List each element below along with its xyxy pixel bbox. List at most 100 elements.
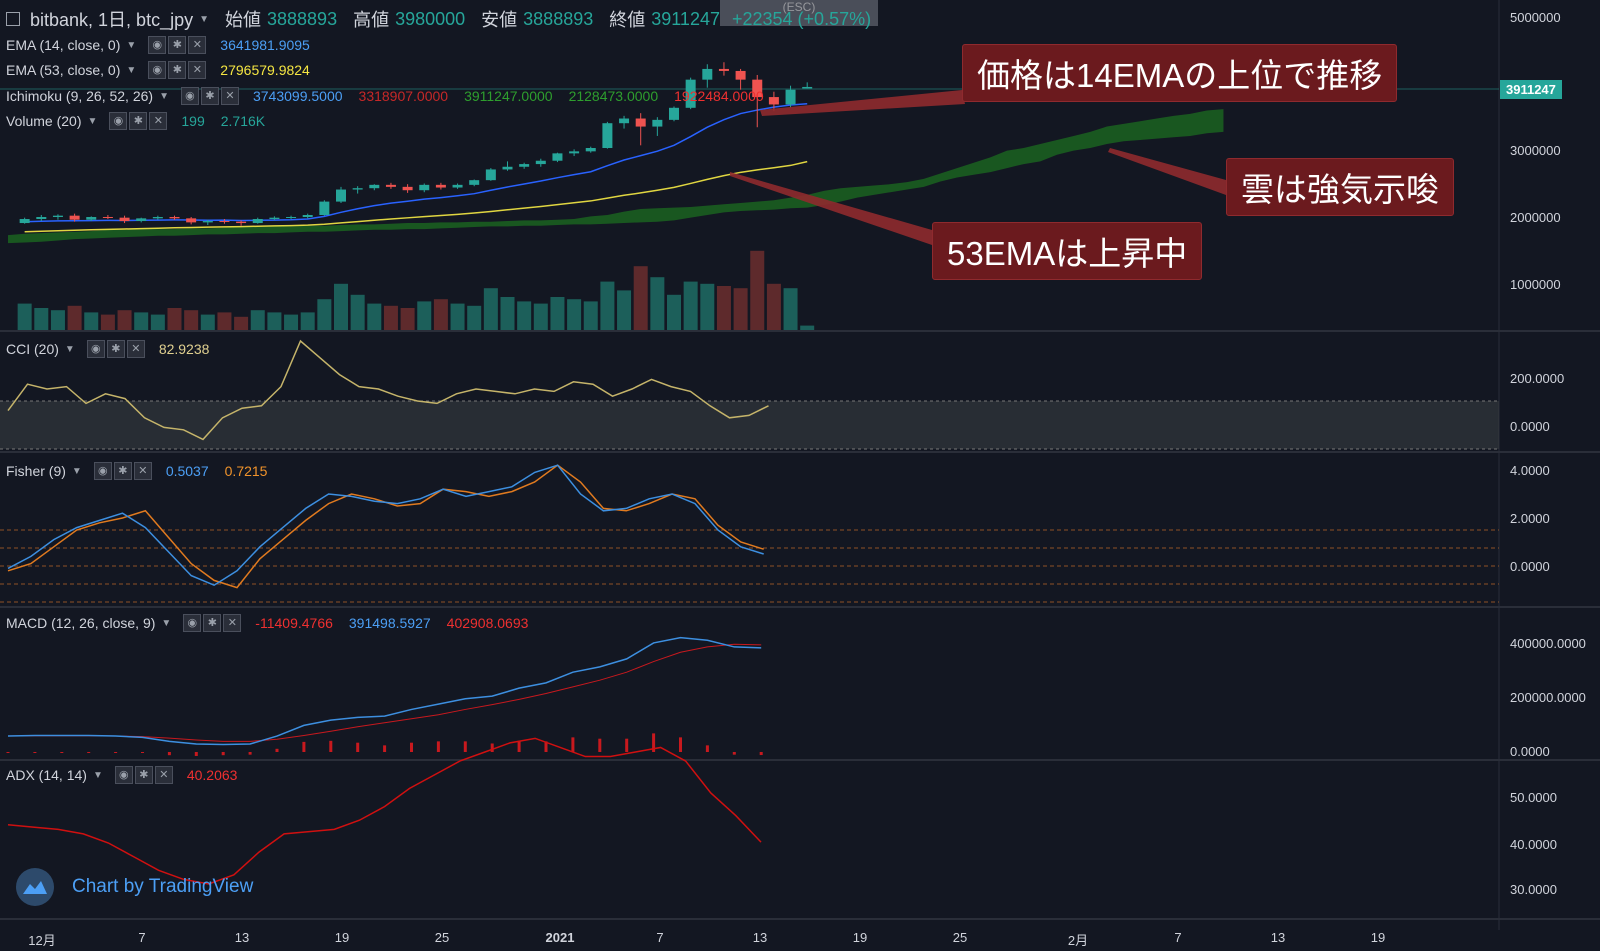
eye-icon[interactable]: ◉ bbox=[114, 766, 133, 784]
eye-icon[interactable]: ◉ bbox=[86, 340, 105, 358]
volume-bar bbox=[633, 266, 648, 330]
ichimoku-value-5: 1922484.0000 bbox=[674, 88, 764, 104]
volume-name[interactable]: Volume (20) bbox=[6, 113, 82, 129]
fisher-axis-label: 4.0000 bbox=[1510, 463, 1550, 478]
eye-icon[interactable]: ◉ bbox=[180, 87, 199, 105]
macd-histogram-bar bbox=[194, 752, 198, 756]
close-icon[interactable]: ✕ bbox=[220, 87, 239, 105]
gear-icon[interactable]: ✱ bbox=[113, 462, 132, 480]
candle-body bbox=[718, 68, 729, 71]
legend-controls: ◉ ✱ ✕ bbox=[86, 340, 145, 358]
chevron-down-icon[interactable]: ▼ bbox=[159, 90, 169, 102]
volume-bar bbox=[700, 283, 715, 330]
chevron-down-icon[interactable]: ▼ bbox=[87, 115, 98, 127]
eye-icon[interactable]: ◉ bbox=[109, 112, 128, 130]
volume-bar bbox=[550, 297, 565, 330]
chevron-down-icon[interactable]: ▼ bbox=[64, 343, 75, 355]
volume-bar bbox=[367, 303, 382, 330]
close-icon[interactable]: ✕ bbox=[133, 462, 152, 480]
volume-bar bbox=[250, 310, 265, 330]
macd-histogram-bar bbox=[598, 738, 602, 752]
volume-bar bbox=[617, 290, 632, 330]
volume-bar bbox=[267, 312, 282, 330]
macd-axis-label: 200000.0000 bbox=[1510, 690, 1586, 705]
close-icon[interactable]: ✕ bbox=[188, 36, 207, 54]
legend-controls: ◉ ✱ ✕ bbox=[93, 462, 152, 480]
close-value: 3911247 bbox=[651, 8, 720, 29]
macd-value-1: -11409.4766 bbox=[255, 615, 333, 631]
chevron-down-icon[interactable]: ▼ bbox=[161, 617, 172, 629]
macd-histogram-bar bbox=[732, 752, 736, 755]
eye-icon[interactable]: ◉ bbox=[148, 61, 167, 79]
gear-icon[interactable]: ✱ bbox=[106, 340, 125, 358]
chevron-down-icon[interactable]: ▼ bbox=[199, 13, 209, 25]
annotation-cloud[interactable]: 雲は強気示唆 bbox=[1226, 158, 1454, 216]
fisher-value-2: 0.7215 bbox=[224, 463, 268, 479]
ema53-name[interactable]: EMA (53, close, 0) bbox=[6, 62, 121, 78]
gear-icon[interactable]: ✱ bbox=[168, 61, 187, 79]
macd-value-3: 402908.0693 bbox=[446, 615, 529, 631]
gear-icon[interactable]: ✱ bbox=[168, 36, 187, 54]
eye-icon[interactable]: ◉ bbox=[93, 462, 112, 480]
x-axis-label: 7 bbox=[656, 930, 664, 945]
open-value: 3888893 bbox=[267, 8, 338, 29]
macd-name[interactable]: MACD (12, 26, close, 9) bbox=[6, 615, 156, 631]
cci-band bbox=[0, 401, 1499, 449]
fisher-value-1: 0.5037 bbox=[165, 463, 209, 479]
tradingview-badge[interactable]: Chart by TradingView bbox=[16, 868, 253, 906]
cci-axis-label: 200.0000 bbox=[1510, 371, 1565, 386]
macd-histogram-bar bbox=[383, 745, 387, 752]
eye-icon[interactable]: ◉ bbox=[183, 614, 202, 632]
candle-body bbox=[269, 217, 280, 220]
candle-body bbox=[702, 68, 713, 80]
annotation-ema53[interactable]: 53EMAは上昇中 bbox=[932, 222, 1203, 280]
volume-bar bbox=[67, 305, 82, 330]
ichimoku-name[interactable]: Ichimoku (9, 26, 52, 26) bbox=[6, 88, 154, 104]
legend-ema14: EMA (14, close, 0) ▼ ◉ ✱ ✕ 3641981.9095 bbox=[6, 36, 320, 54]
price-axis-label: 1000000 bbox=[1510, 277, 1561, 292]
ichimoku-cloud bbox=[8, 109, 1224, 244]
volume-bar bbox=[766, 283, 781, 330]
adx-name[interactable]: ADX (14, 14) bbox=[6, 767, 87, 783]
x-axis-label: 13 bbox=[1270, 930, 1286, 945]
annotation-pointer bbox=[760, 90, 965, 116]
chevron-down-icon[interactable]: ▼ bbox=[92, 769, 103, 781]
close-icon[interactable]: ✕ bbox=[126, 340, 145, 358]
macd-histogram-bar bbox=[329, 740, 333, 752]
volume-bar bbox=[284, 314, 299, 330]
gear-icon[interactable]: ✱ bbox=[203, 614, 222, 632]
candle-body bbox=[469, 180, 480, 185]
ema14-name[interactable]: EMA (14, close, 0) bbox=[6, 37, 121, 53]
symbol-title[interactable]: bitbank, 1日, btc_jpy bbox=[30, 10, 194, 30]
gear-icon[interactable]: ✱ bbox=[129, 112, 148, 130]
volume-bar bbox=[150, 314, 165, 330]
gear-icon[interactable]: ✱ bbox=[134, 766, 153, 784]
annotation-ema14[interactable]: 価格は14EMAの上位で推移 bbox=[962, 44, 1398, 102]
volume-bar bbox=[200, 314, 215, 330]
annotation-pointer bbox=[1108, 148, 1226, 195]
close-icon[interactable]: ✕ bbox=[149, 112, 168, 130]
chevron-down-icon[interactable]: ▼ bbox=[71, 465, 82, 477]
volume-bar bbox=[117, 310, 132, 330]
close-icon[interactable]: ✕ bbox=[154, 766, 173, 784]
close-icon[interactable]: ✕ bbox=[188, 61, 207, 79]
fisher-name[interactable]: Fisher (9) bbox=[6, 463, 66, 479]
chevron-down-icon[interactable]: ▼ bbox=[126, 39, 137, 51]
fullscreen-exit-tab[interactable]: (ESC) bbox=[720, 0, 878, 26]
eye-icon[interactable]: ◉ bbox=[148, 36, 167, 54]
collapse-icon[interactable] bbox=[6, 12, 20, 26]
legend-controls: ◉ ✱ ✕ bbox=[148, 61, 207, 79]
close-icon[interactable]: ✕ bbox=[223, 614, 242, 632]
gear-icon[interactable]: ✱ bbox=[200, 87, 219, 105]
x-axis-label: 25 bbox=[952, 930, 968, 945]
volume-bar bbox=[234, 316, 249, 330]
cci-name[interactable]: CCI (20) bbox=[6, 341, 59, 357]
adx-value: 40.2063 bbox=[186, 767, 238, 783]
candle-body bbox=[652, 119, 663, 127]
x-axis-label: 19 bbox=[852, 930, 868, 945]
chevron-down-icon[interactable]: ▼ bbox=[126, 64, 137, 76]
legend-macd: MACD (12, 26, close, 9) ▼ ◉ ✱ ✕ -11409.4766… bbox=[6, 614, 538, 632]
macd-histogram-bar bbox=[517, 740, 521, 752]
tradingview-logo-icon bbox=[16, 868, 54, 906]
candle-body bbox=[735, 70, 746, 80]
